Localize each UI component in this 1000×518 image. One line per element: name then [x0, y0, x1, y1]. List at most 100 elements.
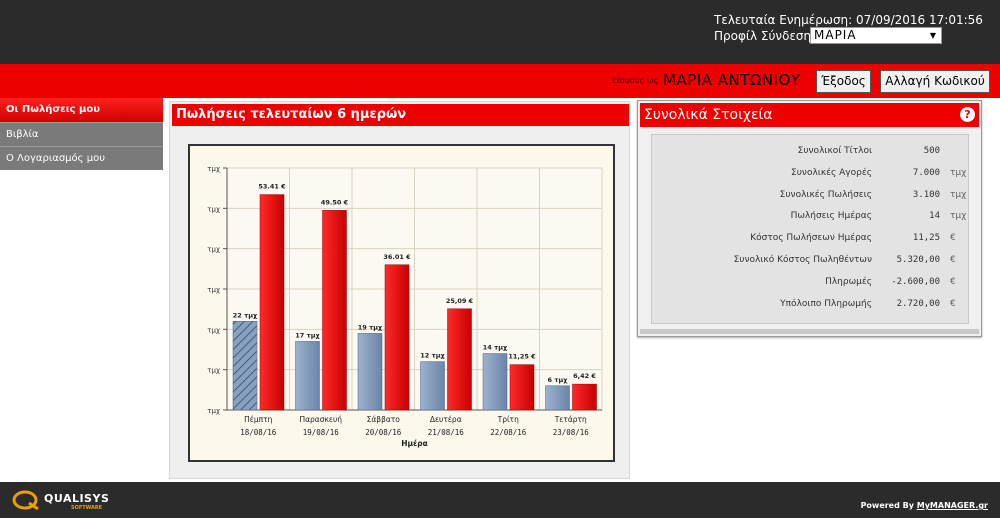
bar-value-label: 11,25 €: [508, 353, 536, 361]
last-update: Τελευταία Ενημέρωση: 07/09/2016 17:01:56: [714, 13, 983, 27]
y-tick-label: τμχ: [207, 246, 220, 254]
totals-row-unit: €: [950, 233, 956, 244]
totals-row-value: 11,25: [912, 233, 940, 244]
x-tick-date: 18/08/16: [240, 428, 277, 437]
user-bar: Είσοδος ως ΜΑΡΙΑ ΑΝΤΩΝΙΟΥ Έξοδος Αλλαγή …: [0, 64, 1000, 98]
totals-row-value: 7.000: [912, 167, 940, 178]
totals-panel: Συνολικά Στοιχεία ? Συνολικοί Τίτλοι 500 Σ…: [637, 100, 982, 337]
bar-value-label: 36.01 €: [383, 253, 411, 261]
totals-row-value: 5.320,00: [896, 255, 940, 265]
bar-units-label: 12 τμχ: [420, 352, 445, 360]
sidebar-item-my-sales[interactable]: Οι Πωλήσεις μου: [0, 98, 163, 122]
totals-row-label: Συνολικές Αγορές: [791, 167, 872, 178]
bar-value: [509, 364, 535, 411]
change-password-button[interactable]: Αλλαγή Κωδικού: [880, 70, 990, 93]
x-tick-label: Πέμπτη: [244, 415, 272, 424]
help-icon[interactable]: ?: [960, 107, 975, 122]
profile-select-value: ΜΑΡΙΑ: [814, 28, 857, 42]
totals-row: Συνολικές Αγορές 7.000 τμχ: [652, 164, 970, 184]
totals-title-text: Συνολικά Στοιχεία: [644, 107, 773, 123]
totals-row-label: Συνολικό Κόστος Πωληθέντων: [733, 255, 872, 265]
bar-units: [420, 361, 445, 411]
totals-row-value: 2.720,00: [896, 298, 940, 309]
x-tick-date: 20/08/16: [365, 428, 402, 437]
powered-by-link[interactable]: MyMANAGER.gr: [916, 501, 988, 510]
x-tick-label: Δευτέρα: [430, 415, 462, 424]
totals-row-unit: €: [950, 276, 956, 287]
y-tick-label: τμχ: [207, 326, 220, 334]
exit-button[interactable]: Έξοδος: [816, 70, 871, 93]
totals-row: Υπόλοιπο Πληρωμής 2.720,00 €: [652, 295, 970, 315]
x-tick-date: 19/08/16: [303, 428, 340, 437]
bar-value-label: 25,09 €: [446, 297, 474, 305]
totals-row: Συνολικοί Τίτλοι 500: [652, 142, 970, 162]
totals-row-label: Κόστος Πωλήσεων Ημέρας: [750, 233, 872, 244]
totals-row-value: 14: [929, 211, 940, 222]
totals-row: Πληρωμές -2.600,00 €: [652, 273, 970, 293]
sales-panel: Πωλήσεις τελευταίων 6 ημερών τμχ τμχ τμχ τμ…: [169, 101, 630, 479]
profile-select[interactable]: ΜΑΡΙΑ ▼: [810, 27, 942, 44]
last-update-label: Τελευταία Ενημέρωση:: [714, 13, 853, 27]
powered-by: Powered By MyMANAGER.gr: [861, 501, 988, 510]
user-name: ΜΑΡΙΑ ΑΝΤΩΝΙΟΥ: [663, 71, 801, 89]
bar-units-label: 19 τμχ: [358, 323, 383, 331]
totals-row-label: Πληρωμές: [825, 276, 872, 287]
totals-row-unit: €: [950, 255, 956, 265]
sidebar-item-my-account[interactable]: Ο Λογαριασμός μου: [0, 146, 163, 170]
logo-sub: SOFTWARE: [71, 505, 103, 511]
bar-units-label: 17 τμχ: [295, 331, 320, 339]
x-tick-label: Παρασκευή: [299, 415, 342, 424]
bar-value: [384, 264, 410, 411]
y-tick-label: τμχ: [207, 205, 220, 213]
login-as-label: Είσοδος ως: [612, 76, 659, 85]
totals-row: Συνολικό Κόστος Πωληθέντων 5.320,00 €: [652, 251, 970, 271]
totals-row-value: 3.100: [912, 189, 940, 200]
x-tick-date: 22/08/16: [490, 428, 527, 437]
x-tick-date: 23/08/16: [553, 428, 590, 437]
logo-name: QUALISYS: [44, 492, 110, 505]
x-tick-label: Τετάρτη: [554, 415, 587, 424]
totals-row-value: 500: [923, 146, 940, 156]
panel-bottom-strip: [640, 329, 979, 334]
profile-label: Προφίλ Σύνδεσης:: [714, 29, 823, 43]
totals-row: Συνολικές Πωλήσεις 3.100 τμχ: [652, 186, 970, 206]
powered-by-label: Powered By: [860, 501, 914, 510]
last-update-value: 07/09/2016 17:01:56: [856, 13, 983, 27]
bar-units: [357, 333, 383, 411]
bar-units: [232, 321, 258, 411]
sales-chart-svg: τμχ τμχ τμχ τμχ τμχ τμχ τμχ 22 τμχ 53.41 € Πέμπτη…: [207, 165, 603, 448]
totals-row-label: Συνολικοί Τίτλοι: [797, 146, 872, 156]
bar-units: [295, 341, 320, 411]
y-tick-label: τμχ: [207, 286, 220, 294]
bar-value-label: 49.50 €: [321, 198, 349, 206]
x-tick-date: 21/08/16: [428, 428, 465, 437]
totals-row: Κόστος Πωλήσεων Ημέρας 11,25 €: [652, 229, 970, 249]
totals-row-unit: τμχ: [950, 167, 967, 178]
bar-value-label: 6,42 €: [573, 372, 596, 380]
qualisys-logo-icon: [12, 490, 39, 510]
bar-units: [482, 353, 508, 411]
bar-units: [545, 385, 570, 411]
totals-row: Πωλήσεις Ημέρας 14 τμχ: [652, 207, 970, 227]
totals-row-label: Πωλήσεις Ημέρας: [790, 211, 872, 222]
bar-units-label: 14 τμχ: [483, 344, 508, 352]
totals-row-label: Συνολικές Πωλήσεις: [779, 189, 872, 200]
totals-panel-title: Συνολικά Στοιχεία ?: [640, 103, 979, 127]
totals-row-label: Υπόλοιπο Πληρωμής: [780, 298, 872, 309]
top-bar: Τελευταία Ενημέρωση: 07/09/2016 17:01:56…: [0, 0, 1000, 64]
sales-chart: τμχ τμχ τμχ τμχ τμχ τμχ τμχ 22 τμχ 53.41 € Πέμπτη…: [188, 144, 615, 462]
sales-panel-title: Πωλήσεις τελευταίων 6 ημερών: [172, 104, 629, 126]
footer: QUALISYS SOFTWARE Powered By MyMANAGER.g…: [0, 482, 1000, 518]
totals-row-unit: €: [950, 298, 956, 309]
totals-row-unit: τμχ: [950, 211, 967, 222]
bar-value: [322, 210, 347, 411]
bar-value: [572, 383, 597, 411]
bar-value-label: 53.41 €: [258, 183, 286, 191]
dropdown-arrow-icon: ▼: [929, 31, 937, 40]
bar-units-label: 6 τμχ: [548, 376, 569, 384]
totals-row-unit: τμχ: [950, 189, 967, 200]
totals-table: Συνολικοί Τίτλοι 500 Συνολικές Αγορές 7.000…: [651, 134, 969, 324]
x-tick-label: Σάββατο: [367, 415, 401, 424]
sidebar-item-books[interactable]: Βιβλία: [0, 122, 163, 146]
y-tick-label: τμχ: [207, 367, 220, 375]
